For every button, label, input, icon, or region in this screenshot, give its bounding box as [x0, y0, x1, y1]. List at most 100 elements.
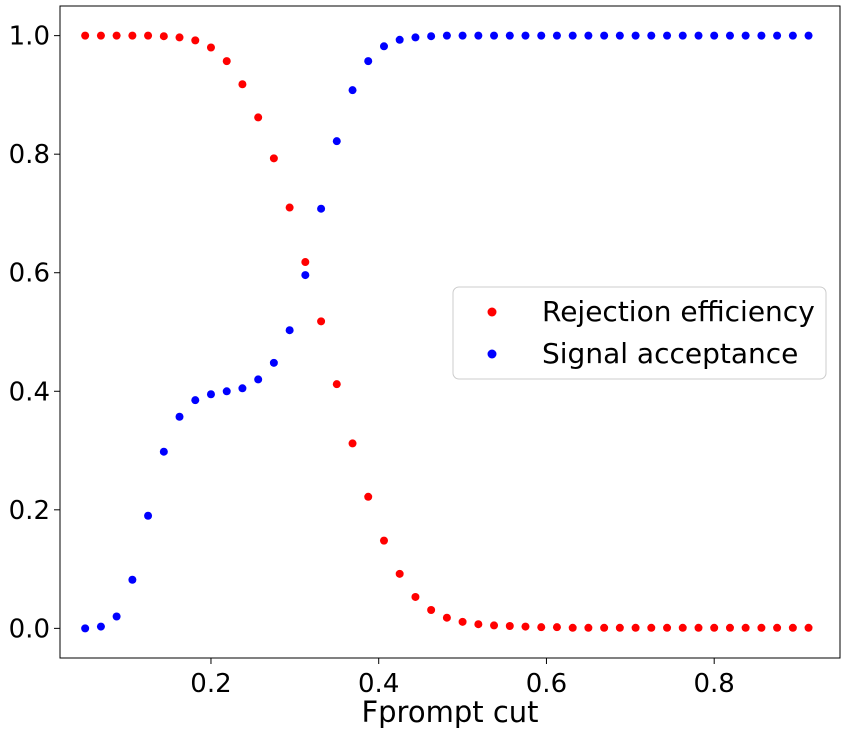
legend: Rejection efficiency Signal acceptance	[452, 286, 827, 380]
data-point	[317, 204, 326, 213]
data-point	[678, 31, 687, 40]
data-point	[552, 31, 561, 40]
data-point	[427, 32, 436, 41]
data-point	[411, 592, 420, 601]
data-point	[663, 31, 672, 40]
data-point	[144, 511, 153, 520]
data-point	[568, 31, 577, 40]
data-point	[175, 412, 184, 421]
data-point	[191, 396, 200, 405]
data-point	[222, 387, 231, 396]
data-point	[254, 113, 263, 122]
y-tick-label: 0.8	[9, 140, 50, 170]
data-point	[741, 623, 750, 632]
data-point	[568, 623, 577, 632]
data-point	[254, 375, 263, 384]
series-signal-acceptance	[81, 31, 813, 633]
data-point	[427, 605, 436, 614]
y-axis: 0.0 0.2 0.4 0.6 0.8 1.0	[9, 22, 60, 644]
x-tick-label: 0.2	[190, 669, 231, 699]
data-point	[96, 622, 105, 631]
data-point	[773, 31, 782, 40]
legend-marker-rejection	[487, 307, 497, 317]
data-point	[112, 612, 121, 621]
data-point	[285, 203, 294, 212]
data-point	[474, 31, 483, 40]
data-point	[537, 623, 546, 632]
data-point	[647, 31, 656, 40]
data-point	[757, 31, 766, 40]
data-point	[474, 620, 483, 629]
data-point	[175, 33, 184, 42]
data-point	[552, 623, 561, 632]
data-point	[725, 623, 734, 632]
data-point	[269, 358, 278, 367]
data-point	[505, 621, 514, 630]
data-point	[411, 33, 420, 42]
data-point	[206, 390, 215, 399]
x-axis: 0.2 0.4 0.6 0.8	[190, 658, 735, 699]
x-tick-label: 0.6	[526, 669, 567, 699]
x-axis-label: Fprompt cut	[361, 695, 538, 729]
data-point	[128, 575, 137, 584]
data-point	[395, 569, 404, 578]
data-point	[647, 623, 656, 632]
y-tick-label: 0.0	[9, 614, 50, 644]
data-point	[379, 42, 388, 51]
data-point	[678, 623, 687, 632]
data-point	[804, 31, 813, 40]
data-point	[694, 31, 703, 40]
legend-label-signal: Signal acceptance	[542, 337, 798, 370]
data-point	[521, 31, 530, 40]
data-point	[379, 536, 388, 545]
data-point	[490, 621, 499, 630]
legend-box	[452, 286, 827, 380]
data-point	[521, 622, 530, 631]
data-point	[332, 137, 341, 146]
data-point	[191, 36, 200, 45]
data-point	[505, 31, 514, 40]
data-point	[631, 623, 640, 632]
data-point	[144, 31, 153, 40]
data-point	[458, 31, 467, 40]
data-point	[285, 326, 294, 335]
series-rejection-efficiency	[81, 31, 813, 632]
legend-label-rejection: Rejection efficiency	[542, 295, 815, 328]
data-point	[332, 380, 341, 389]
data-point	[81, 31, 90, 40]
data-point	[395, 35, 404, 44]
data-point	[301, 258, 310, 267]
y-tick-label: 1.0	[9, 22, 50, 52]
data-point	[96, 31, 105, 40]
data-point	[615, 31, 624, 40]
data-point	[710, 623, 719, 632]
data-point	[584, 31, 593, 40]
x-tick-label: 0.4	[358, 669, 399, 699]
data-point	[128, 31, 137, 40]
data-point	[269, 154, 278, 163]
data-point	[238, 384, 247, 393]
data-point	[222, 57, 231, 66]
data-point	[788, 31, 797, 40]
data-point	[741, 31, 750, 40]
data-point	[442, 613, 451, 622]
data-point	[112, 31, 121, 40]
data-point	[206, 43, 215, 52]
data-points	[81, 31, 813, 633]
data-point	[490, 31, 499, 40]
data-point	[615, 623, 624, 632]
data-point	[301, 271, 310, 280]
data-point	[725, 31, 734, 40]
data-point	[663, 623, 672, 632]
data-point	[694, 623, 703, 632]
data-point	[773, 623, 782, 632]
y-tick-label: 0.4	[9, 377, 50, 407]
y-tick-label: 0.2	[9, 496, 50, 526]
data-point	[804, 623, 813, 632]
legend-marker-signal	[487, 349, 497, 359]
x-tick-label: 0.8	[694, 669, 735, 699]
data-point	[364, 492, 373, 501]
data-point	[537, 31, 546, 40]
data-point	[238, 80, 247, 89]
